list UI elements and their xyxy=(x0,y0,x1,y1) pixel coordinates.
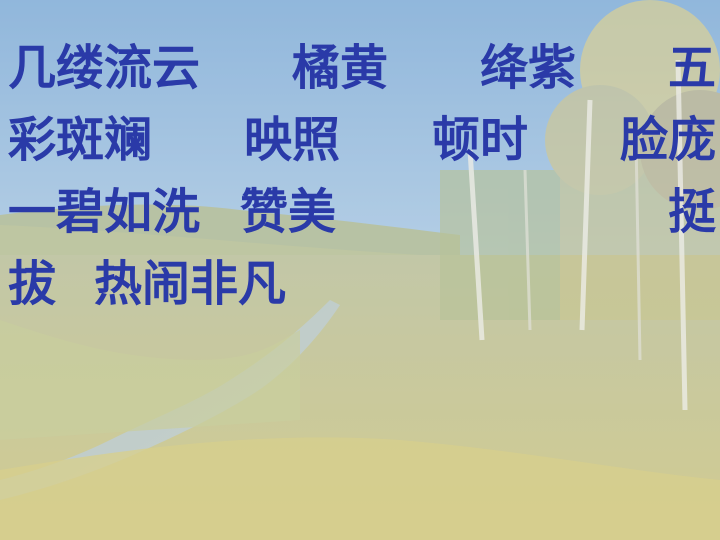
word: 拔 xyxy=(8,256,57,312)
word: 五 xyxy=(667,40,716,96)
word: 赞美 xyxy=(240,184,337,240)
text-line-4: 拔 热闹非凡 xyxy=(8,248,716,320)
vocabulary-text: 几缕流云 橘黄 绛紫 五 彩斑斓 映照 顿时 脸庞 一碧如洗 赞美 挺 拔 热闹… xyxy=(8,32,716,320)
word: 顿时 xyxy=(431,112,528,168)
word: 热闹非凡 xyxy=(94,256,287,312)
word: 几缕流云 xyxy=(8,40,201,96)
word: 一碧如洗 xyxy=(8,184,201,240)
text-line-3: 一碧如洗 赞美 挺 xyxy=(8,176,716,248)
word: 映照 xyxy=(243,112,340,168)
word: 橘黄 xyxy=(291,40,388,96)
word: 脸庞 xyxy=(619,112,716,168)
text-line-1: 几缕流云 橘黄 绛紫 五 xyxy=(8,32,716,104)
text-line-2: 彩斑斓 映照 顿时 脸庞 xyxy=(8,104,716,176)
word: 挺 xyxy=(667,184,716,240)
word: 彩斑斓 xyxy=(8,112,153,168)
word: 绛紫 xyxy=(479,40,576,96)
